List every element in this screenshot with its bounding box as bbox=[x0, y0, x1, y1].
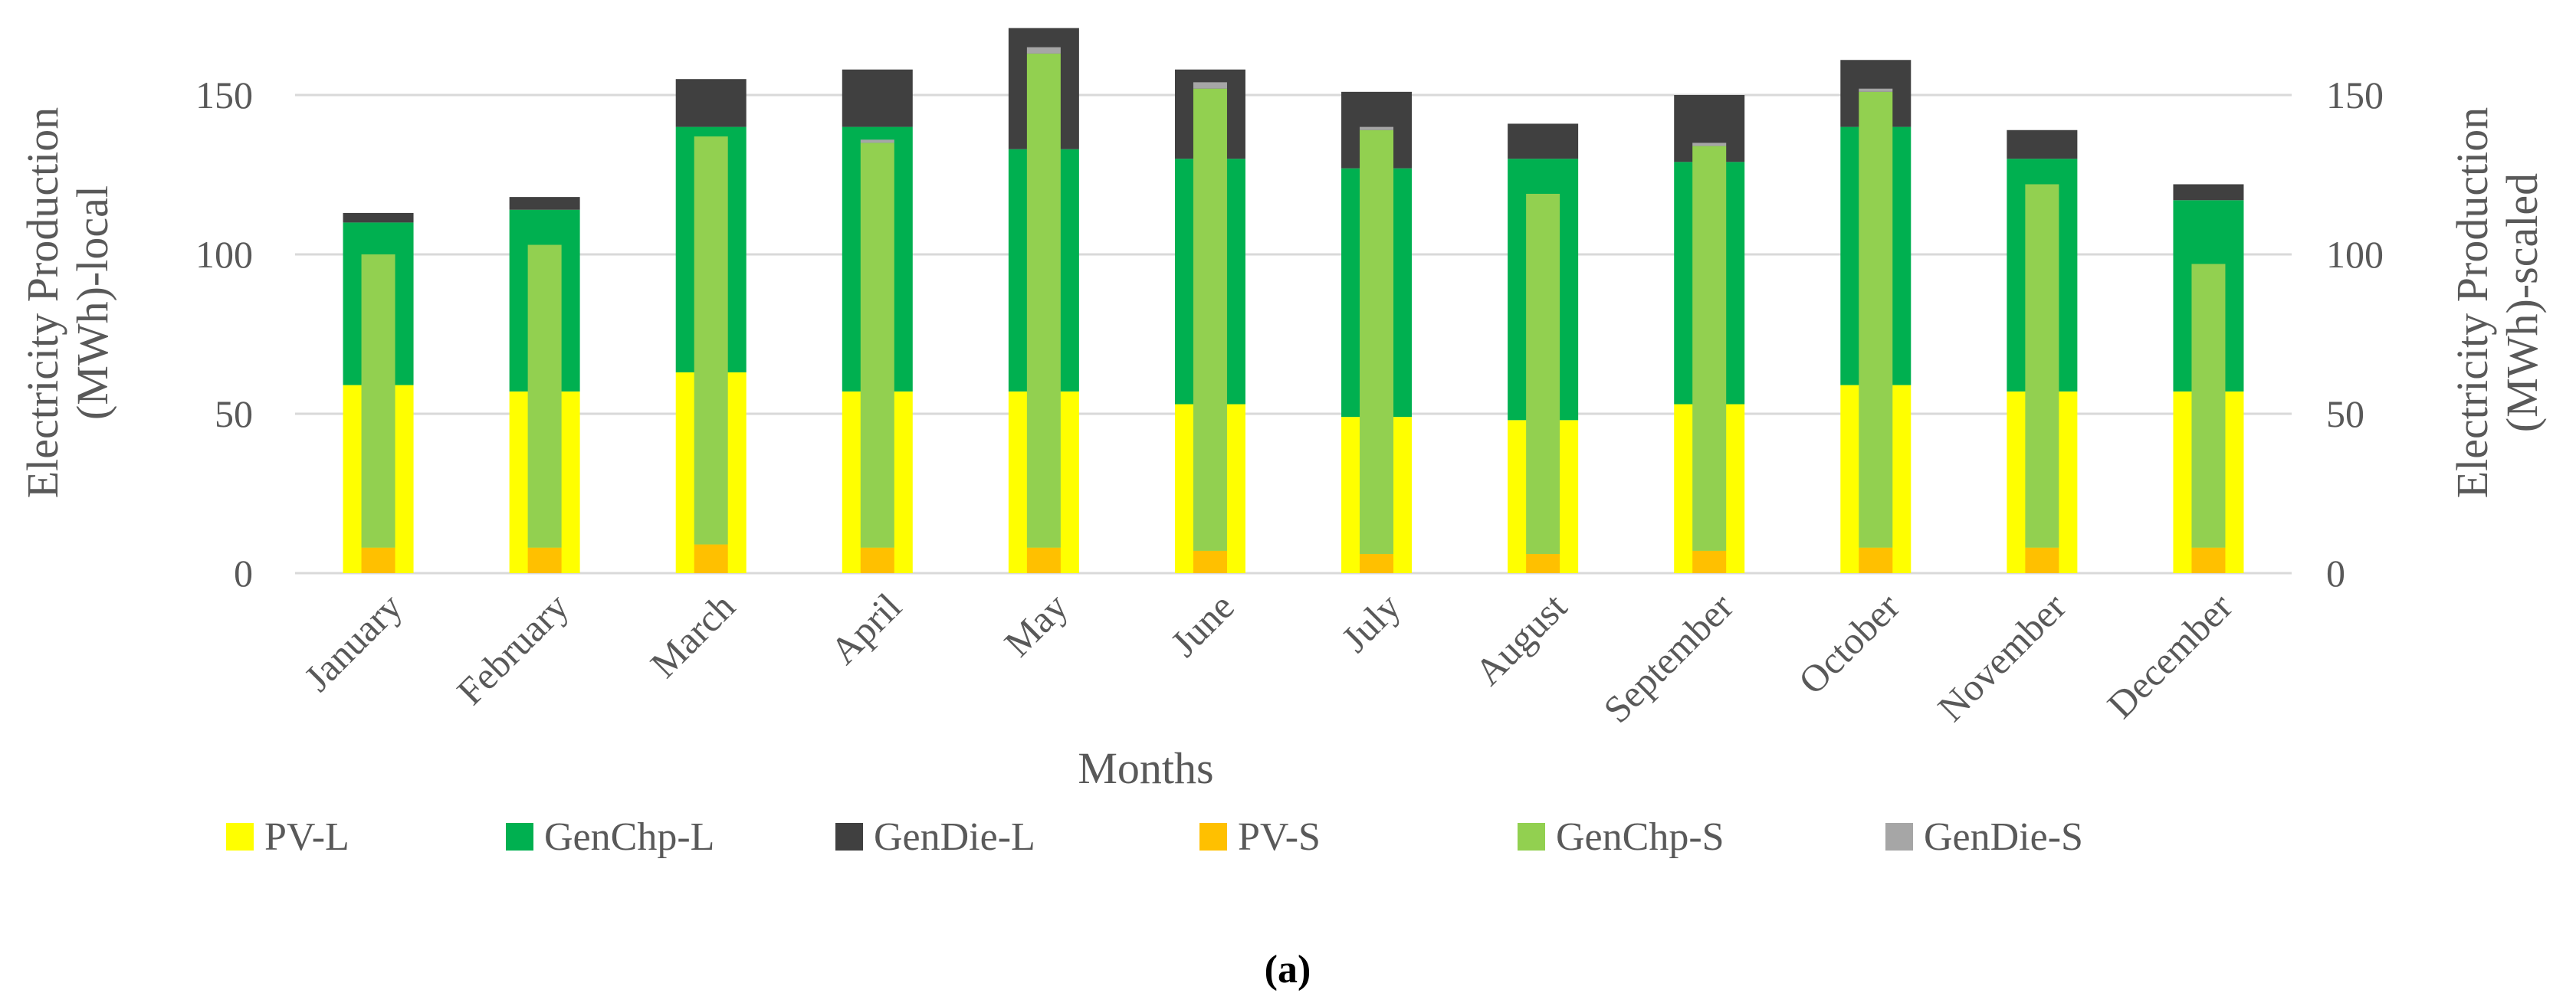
bar-pv-s bbox=[694, 544, 728, 573]
bar-genchp-s bbox=[361, 254, 395, 548]
bar-genchp-s bbox=[1360, 129, 1394, 555]
legend-label: PV-S bbox=[1238, 815, 1321, 859]
y-left-tick-label: 100 bbox=[195, 233, 253, 276]
bar-genchp-s bbox=[1526, 193, 1560, 555]
bar-pv-s bbox=[527, 547, 562, 573]
bar-pv-s bbox=[1859, 547, 1893, 573]
bar-gendie-s bbox=[1360, 126, 1394, 130]
x-tick-label: January bbox=[296, 585, 411, 700]
legend-label: GenChp-L bbox=[544, 815, 714, 859]
bar-gendie-l bbox=[509, 197, 580, 210]
legend-label: GenChp-S bbox=[1556, 815, 1724, 859]
bar-gendie-l bbox=[2173, 184, 2244, 201]
x-tick-label: September bbox=[1595, 585, 1741, 731]
bar-pv-s bbox=[361, 547, 395, 573]
y-left-title-line1: Electricity Production bbox=[18, 107, 67, 499]
x-tick-label: July bbox=[1333, 585, 1409, 660]
x-tick-label: November bbox=[1929, 585, 2074, 729]
x-tick-label: April bbox=[822, 585, 909, 672]
y-right-tick-label: 0 bbox=[2326, 552, 2345, 595]
bar-pv-s bbox=[1692, 550, 1727, 573]
y-right-tick-label: 100 bbox=[2326, 233, 2384, 276]
bar-genchp-s bbox=[694, 136, 728, 545]
y-right-title-line1: Electricity Production bbox=[2447, 107, 2497, 499]
bar-genchp-s bbox=[2191, 264, 2226, 548]
legend-swatch-gendie-s bbox=[1885, 823, 1913, 851]
y-right-tick-label: 50 bbox=[2326, 392, 2364, 435]
legend-swatch-genchp-l bbox=[506, 823, 533, 851]
legend-label: GenDie-S bbox=[1924, 815, 2083, 859]
bar-genchp-s bbox=[527, 244, 562, 548]
legend-swatch-genchp-s bbox=[1518, 823, 1545, 851]
x-tick-label: August bbox=[1466, 585, 1575, 693]
bar-gendie-s bbox=[860, 139, 894, 143]
bar-gendie-s bbox=[1692, 143, 1727, 146]
legend-label: PV-L bbox=[264, 815, 349, 859]
x-tick-label: June bbox=[1162, 585, 1242, 664]
x-tick-label: May bbox=[996, 585, 1075, 664]
y-left-title-line2: (MWh)-local bbox=[67, 185, 117, 420]
legend-swatch-pv-s bbox=[1199, 823, 1227, 851]
legend-swatch-gendie-l bbox=[835, 823, 863, 851]
bar-genchp-s bbox=[1193, 88, 1227, 551]
x-axis-title: Months bbox=[1078, 743, 1213, 793]
bars bbox=[343, 28, 2244, 573]
bar-gendie-s bbox=[1026, 47, 1061, 54]
bar-gendie-l bbox=[2007, 129, 2078, 159]
bar-genchp-s bbox=[1692, 146, 1727, 551]
bar-pv-s bbox=[2025, 547, 2059, 573]
legend-label: GenDie-L bbox=[874, 815, 1035, 859]
legend-swatch-pv-l bbox=[226, 823, 254, 851]
bar-gendie-l bbox=[1508, 123, 1579, 159]
bar-pv-s bbox=[1526, 554, 1560, 573]
bar-gendie-l bbox=[675, 79, 747, 127]
bar-genchp-s bbox=[860, 143, 894, 548]
y-right-title-line2: (MWh)-scaled bbox=[2497, 173, 2547, 432]
x-tick-label: March bbox=[642, 585, 743, 686]
x-tick-label: December bbox=[2099, 585, 2240, 726]
bar-pv-s bbox=[1026, 547, 1061, 573]
bar-genchp-s bbox=[2025, 184, 2059, 548]
legend: PV-L GenChp-L GenDie-L PV-S GenChp-S GenDie-S bbox=[226, 815, 2083, 859]
x-tick-label: February bbox=[448, 585, 576, 713]
bar-pv-s bbox=[1360, 554, 1394, 573]
bar-gendie-l bbox=[842, 69, 913, 127]
bar-pv-s bbox=[860, 547, 894, 573]
gridlines bbox=[295, 93, 2292, 575]
bar-gendie-l bbox=[343, 212, 414, 223]
y-right-tick-label: 150 bbox=[2326, 74, 2384, 116]
x-tick-label: October bbox=[1790, 585, 1908, 703]
bar-gendie-s bbox=[1193, 82, 1227, 89]
bar-genchp-s bbox=[1859, 91, 1893, 548]
bar-genchp-s bbox=[1026, 53, 1061, 548]
y-left-tick-label: 150 bbox=[195, 74, 253, 116]
figure-caption: (a) bbox=[1265, 948, 1311, 992]
bar-gendie-s bbox=[1859, 88, 1893, 92]
bar-pv-s bbox=[2191, 547, 2226, 573]
y-left-tick-label: 0 bbox=[234, 552, 253, 595]
y-left-tick-label: 50 bbox=[215, 392, 253, 435]
bar-pv-s bbox=[1193, 550, 1227, 573]
